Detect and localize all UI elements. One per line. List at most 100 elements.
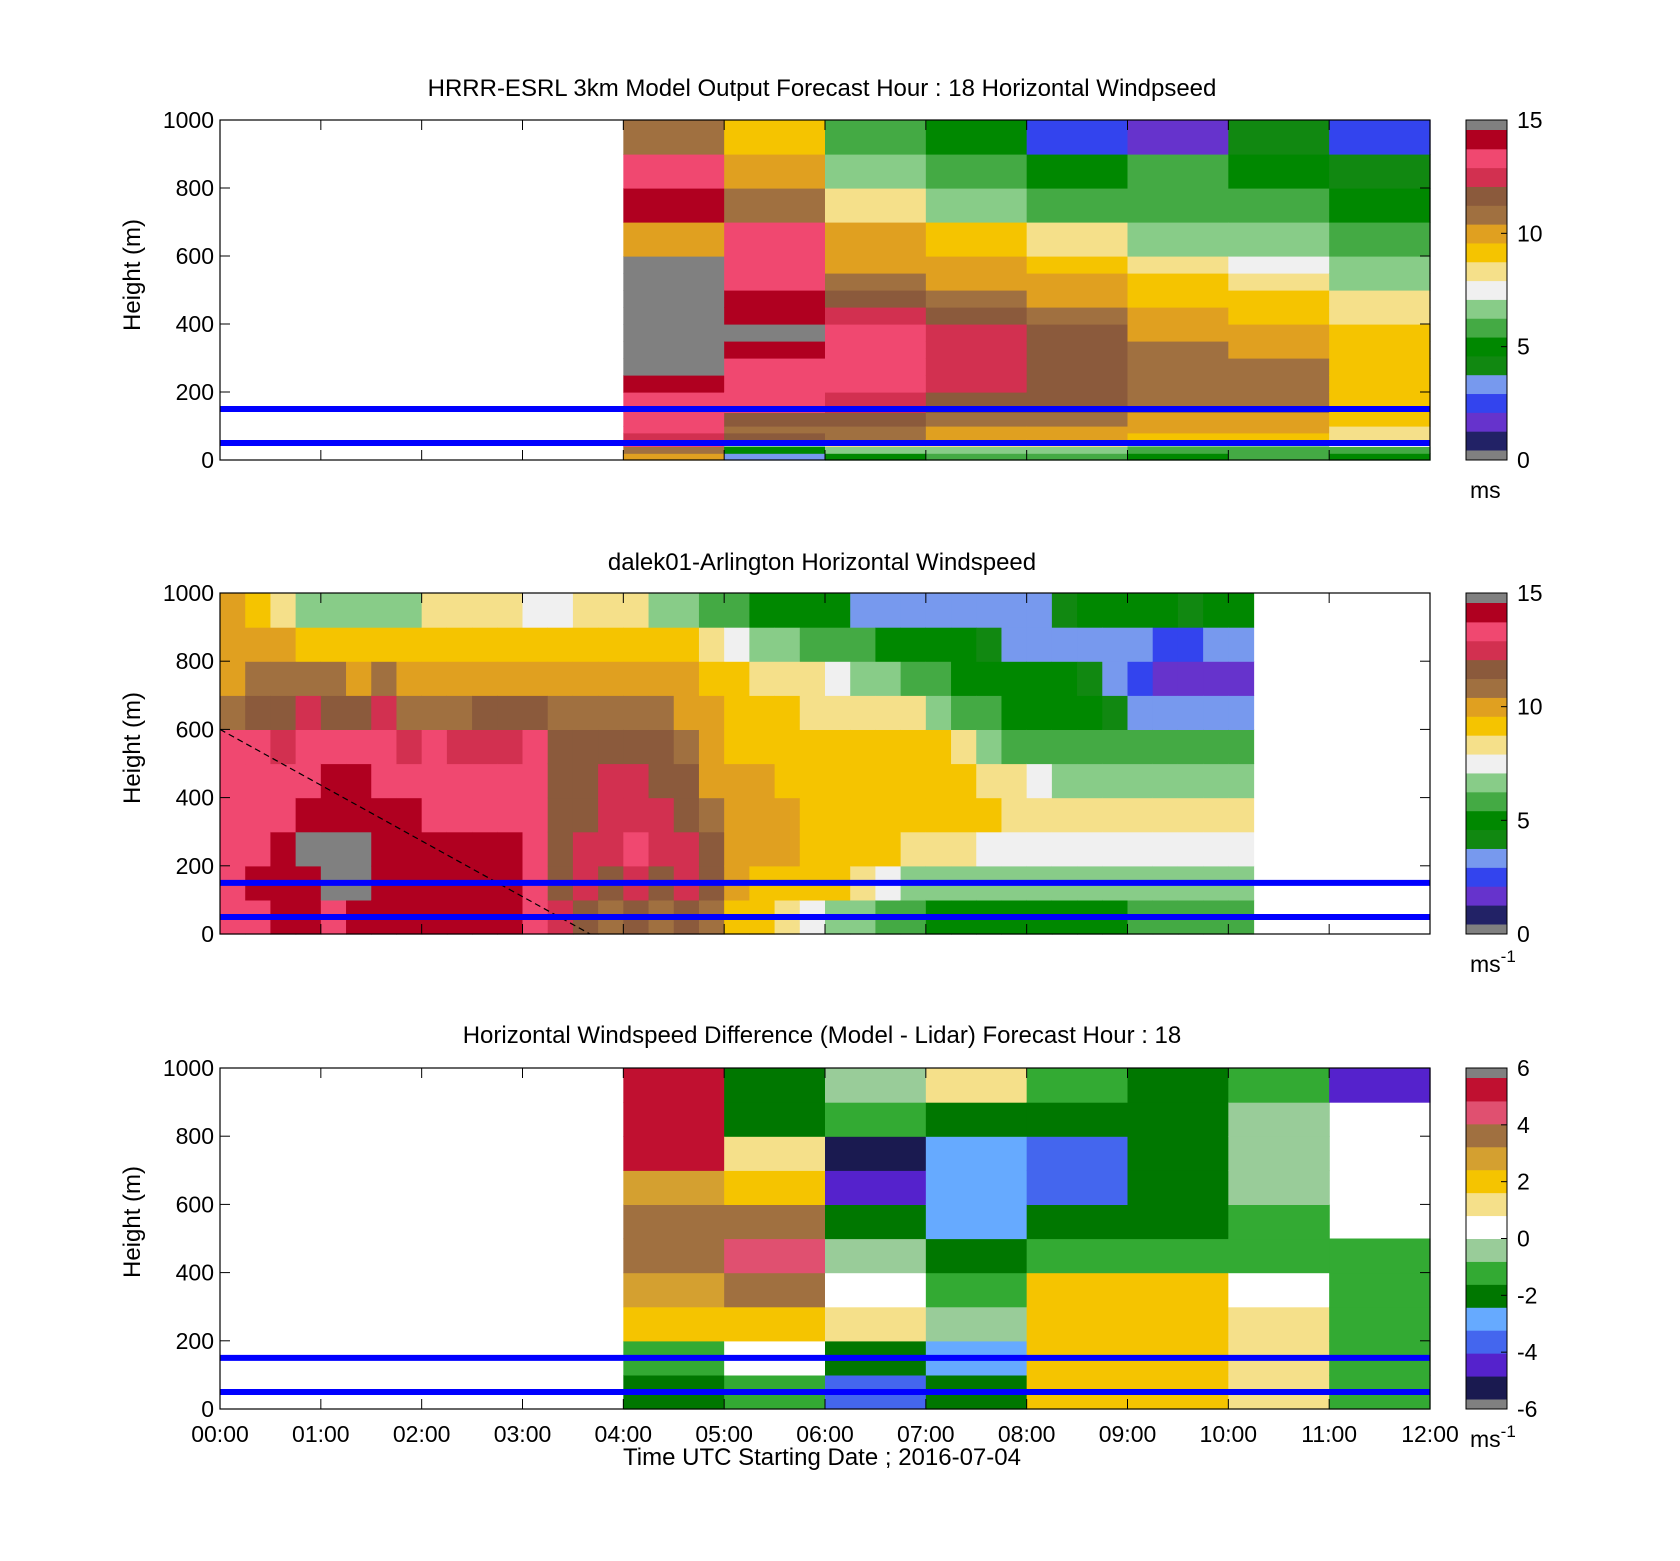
heatmap-cell bbox=[825, 341, 927, 359]
heatmap-cell bbox=[1051, 797, 1078, 833]
heatmap-cell bbox=[1228, 432, 1330, 441]
heatmap-cell bbox=[951, 763, 977, 799]
heatmap-plot-area: 0 200 400 600 800 1000 bbox=[163, 580, 1431, 947]
heatmap-cell bbox=[976, 661, 1003, 696]
heatmap-cell bbox=[951, 593, 977, 628]
heatmap-cell bbox=[825, 763, 851, 799]
heatmap-cell bbox=[1228, 273, 1330, 291]
heatmap-cell bbox=[1329, 432, 1431, 441]
heatmap-cell bbox=[673, 831, 700, 867]
heatmap-cell bbox=[421, 661, 448, 696]
heatmap-cell bbox=[1026, 1170, 1129, 1205]
heatmap-cell bbox=[598, 729, 624, 765]
heatmap-cell bbox=[220, 797, 246, 833]
colorbar-segment bbox=[1466, 867, 1507, 887]
heatmap-cell bbox=[925, 627, 952, 662]
heatmap-cell bbox=[522, 695, 549, 730]
heatmap-cell bbox=[925, 695, 952, 730]
heatmap-cell bbox=[724, 831, 750, 867]
heatmap-cell bbox=[749, 661, 776, 696]
heatmap-cell bbox=[1127, 426, 1229, 434]
colorbar-segment bbox=[1466, 772, 1507, 793]
panel-lidar: dalek01-Arlington Horizontal Windspeed 0… bbox=[119, 549, 1543, 977]
heatmap-cell bbox=[1026, 1238, 1129, 1274]
heatmap-cell bbox=[497, 627, 524, 662]
colorbar-segment bbox=[1466, 1307, 1507, 1331]
heatmap-cell bbox=[1001, 695, 1028, 730]
heatmap-cell bbox=[925, 1204, 1028, 1240]
heatmap-cell bbox=[1228, 831, 1255, 867]
heatmap-cell bbox=[346, 627, 372, 662]
heatmap-cell bbox=[320, 661, 347, 696]
heatmap-cell bbox=[648, 729, 675, 765]
heatmap-cell bbox=[346, 695, 372, 730]
heatmap-cell bbox=[724, 307, 826, 325]
heatmap-cell bbox=[774, 695, 801, 730]
heatmap-cell bbox=[371, 831, 398, 867]
heatmap-cell bbox=[623, 593, 650, 628]
colorbar-tick-label: 10 bbox=[1517, 694, 1543, 720]
heatmap-cell bbox=[724, 273, 826, 291]
panel-title: dalek01-Arlington Horizontal Windspeed bbox=[608, 549, 1036, 576]
heatmap-cell bbox=[724, 1272, 826, 1308]
colorbar-segment bbox=[1466, 1100, 1507, 1125]
colorbar-tick-label: 0 bbox=[1517, 921, 1530, 947]
heatmap-cell bbox=[295, 763, 322, 799]
colorbar-segment bbox=[1466, 1192, 1507, 1217]
heatmap-cell bbox=[1001, 627, 1028, 662]
heatmap-cell bbox=[925, 341, 1028, 359]
heatmap-cell bbox=[1329, 453, 1431, 461]
heatmap-cell bbox=[724, 1102, 826, 1137]
heatmap-cell bbox=[1051, 661, 1078, 696]
heatmap-cell bbox=[1026, 1102, 1129, 1137]
colorbar: 0 5 10 15 ms bbox=[1465, 107, 1543, 503]
heatmap-cell bbox=[220, 831, 246, 867]
heatmap-cell bbox=[1329, 358, 1431, 376]
heatmap-cell bbox=[724, 695, 750, 730]
heatmap-cell bbox=[1026, 1068, 1129, 1103]
colorbar: -6 -4 -2 0 2 4 6 ms-1 bbox=[1465, 1055, 1538, 1452]
heatmap-cell bbox=[1127, 661, 1154, 696]
panel-difference: Horizontal Windspeed Difference (Model -… bbox=[119, 1022, 1538, 1452]
heatmap-cell bbox=[825, 1170, 927, 1205]
heatmap-cell bbox=[371, 797, 398, 833]
heatmap-cell bbox=[850, 729, 877, 765]
heatmap-cell bbox=[1102, 797, 1129, 833]
heatmap-cell bbox=[925, 729, 952, 765]
heatmap-cell bbox=[1228, 307, 1330, 325]
heatmap-cell bbox=[1329, 1306, 1431, 1342]
heatmap-cell bbox=[875, 763, 902, 799]
heatmap-cell bbox=[1127, 375, 1229, 393]
heatmap-cell bbox=[925, 307, 1028, 325]
heatmap-cell bbox=[673, 627, 700, 662]
heatmap-cell bbox=[1177, 831, 1204, 867]
heatmap-cell bbox=[1177, 763, 1204, 799]
heatmap-cell bbox=[472, 729, 498, 765]
heatmap-cell bbox=[1127, 831, 1154, 867]
heatmap-cell bbox=[1026, 1136, 1129, 1171]
heatmap-cell bbox=[1152, 661, 1179, 696]
heatmap-cell bbox=[1127, 324, 1229, 342]
heatmap-cell bbox=[371, 729, 398, 765]
heatmap-cell bbox=[1177, 797, 1204, 833]
heatmap-cell bbox=[673, 763, 700, 799]
heatmap-cell bbox=[623, 1238, 725, 1274]
heatmap-cell bbox=[774, 797, 801, 833]
heatmap-cell bbox=[295, 695, 322, 730]
heatmap-cell bbox=[1077, 831, 1103, 867]
heatmap-cell bbox=[1001, 593, 1028, 628]
heatmap-cell bbox=[850, 593, 877, 628]
x-tick-label: 03:00 bbox=[494, 1421, 552, 1447]
heatmap-cell bbox=[1026, 446, 1129, 454]
heatmap-cell bbox=[925, 375, 1028, 393]
heatmap-cell bbox=[320, 831, 347, 867]
heatmap-cell bbox=[623, 358, 725, 376]
colorbar-segment bbox=[1466, 412, 1507, 432]
x-tick-label: 11:00 bbox=[1301, 1421, 1357, 1447]
heatmap-cell bbox=[1026, 432, 1129, 441]
heatmap-cell bbox=[951, 729, 977, 765]
heatmap-cell bbox=[1329, 256, 1431, 274]
heatmap-cell bbox=[497, 729, 524, 765]
heatmap-cell bbox=[648, 593, 675, 628]
heatmap-cell bbox=[522, 729, 549, 765]
